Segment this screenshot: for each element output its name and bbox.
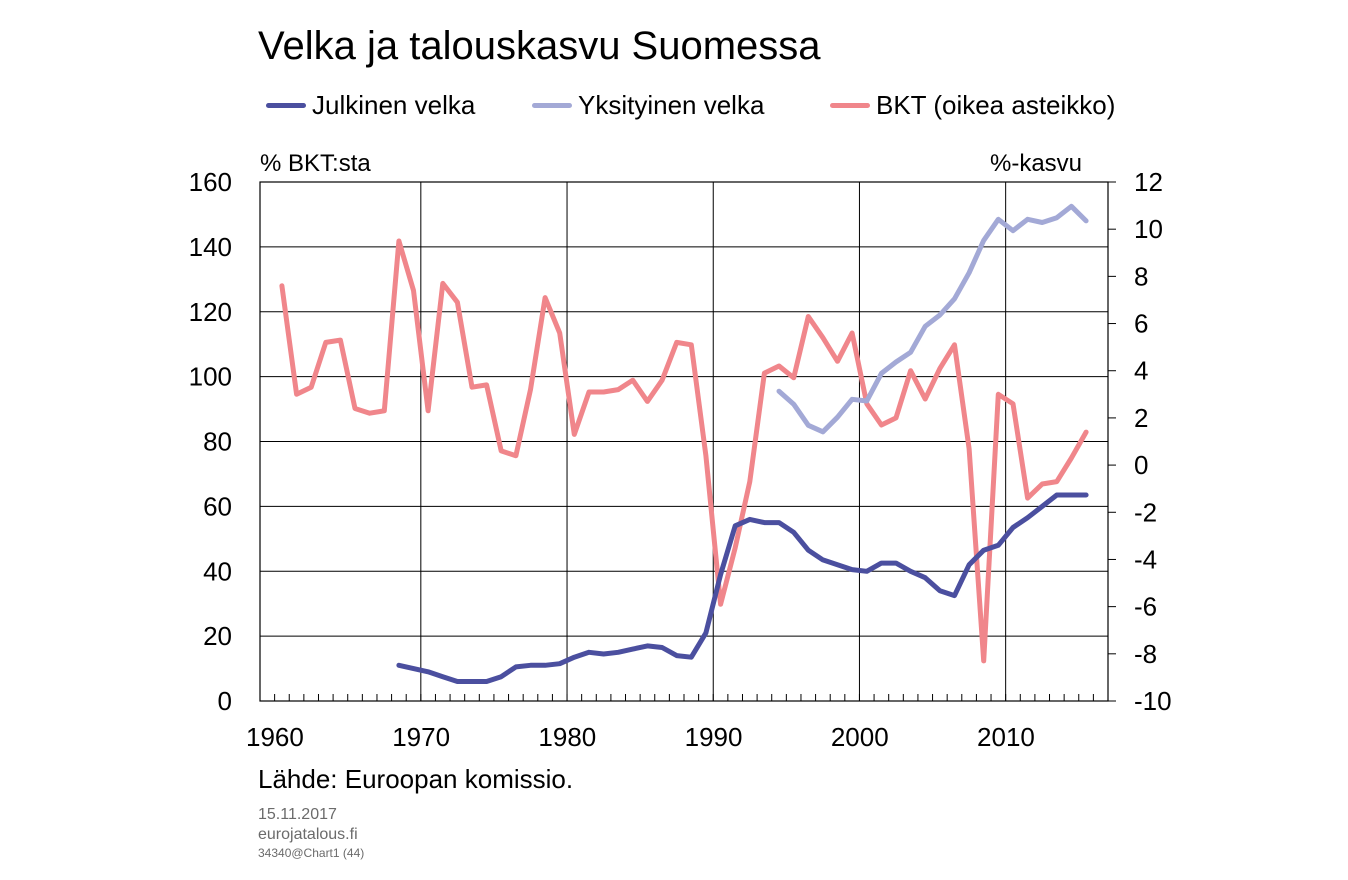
legend-item-julkinen-velka: Julkinen velka [266, 90, 475, 121]
legend-item-bkt: BKT (oikea asteikko) [830, 90, 1115, 121]
left-axis-unit-label: % BKT:sta [260, 150, 371, 177]
right-tick-label: 8 [1134, 261, 1148, 291]
x-tick-label: 2000 [831, 722, 889, 752]
series-line-bkt-oikea-asteikko [279, 238, 1089, 664]
x-tick-label: 2010 [977, 722, 1035, 752]
left-tick-label: 140 [189, 232, 232, 262]
date-stamp: 15.11.2017 [258, 806, 337, 823]
right-axis-unit-label: %-kasvu [990, 150, 1083, 177]
left-tick-label: 120 [189, 297, 232, 327]
left-tick-label: 20 [203, 621, 232, 651]
left-tick-label: 60 [203, 491, 232, 521]
legend-swatch [830, 103, 870, 108]
x-tick-label: 1970 [392, 722, 450, 752]
legend-label: BKT (oikea asteikko) [876, 90, 1116, 120]
series-line-yksityinen-velka [776, 203, 1089, 435]
right-tick-label: 6 [1134, 309, 1148, 339]
chart-title: Velka ja talouskasvu Suomessa [258, 24, 821, 68]
legend-swatch [532, 103, 572, 108]
site-label: eurojatalous.fi [258, 826, 358, 843]
right-tick-label: 12 [1134, 167, 1163, 197]
right-tick-label: -2 [1134, 497, 1157, 527]
left-tick-label: 40 [203, 556, 232, 586]
x-tick-label: 1960 [246, 722, 304, 752]
left-tick-label: 100 [189, 362, 232, 392]
chart-id-label: 34340@Chart1 (44) [258, 846, 365, 860]
left-tick-label: 80 [203, 427, 232, 457]
legend-label: Julkinen velka [312, 90, 476, 120]
source-note: Lähde: Euroopan komissio. [258, 764, 574, 794]
right-tick-label: 4 [1134, 356, 1148, 386]
legend-label: Yksityinen velka [578, 90, 765, 120]
right-tick-label: -10 [1134, 686, 1172, 716]
right-tick-label: 0 [1134, 450, 1148, 480]
legend-item-yksityinen-velka: Yksityinen velka [532, 90, 764, 121]
x-tick-label: 1980 [538, 722, 596, 752]
right-tick-label: 10 [1134, 214, 1163, 244]
right-tick-label: -6 [1134, 592, 1157, 622]
left-tick-label: 0 [218, 686, 232, 716]
x-tick-label: 1990 [685, 722, 743, 752]
right-tick-label: -8 [1134, 639, 1157, 669]
left-tick-label: 160 [189, 167, 232, 197]
legend-swatch [266, 103, 306, 108]
right-tick-label: 2 [1134, 403, 1148, 433]
series-line-julkinen-velka [396, 492, 1089, 684]
right-tick-label: -4 [1134, 544, 1157, 574]
